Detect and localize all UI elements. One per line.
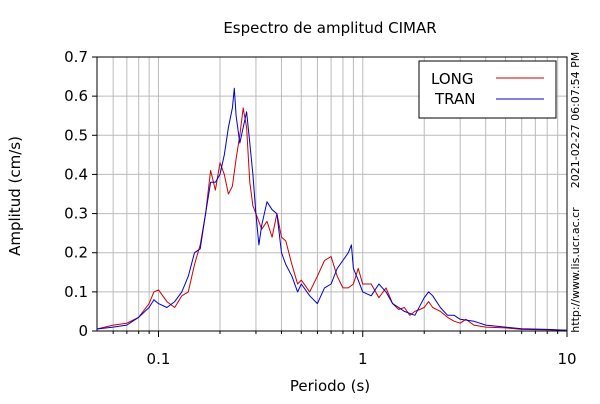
y-tick-label: 0.3: [64, 205, 88, 223]
y-tick-label: 0.1: [64, 283, 88, 301]
y-tick-label: 0.7: [64, 48, 88, 66]
legend-box: [418, 60, 557, 119]
axis-ticks: 0 0.1 0.2 0.3 0.4 0.5 0.6 0.7 0.1 1 10: [64, 48, 576, 368]
timestamp-label: 2021-02-27 06:07:54 PM: [569, 52, 582, 188]
x-axis-label: Periodo (s): [290, 377, 370, 395]
y-axis-label: Amplitud (cm/s): [6, 136, 24, 256]
y-tick-label: 0: [78, 322, 88, 340]
legend: LONG TRAN: [418, 60, 557, 119]
y-tick-label: 0.2: [64, 244, 88, 262]
y-tick-label: 0.5: [64, 126, 88, 144]
plot-frame: [96, 56, 568, 332]
x-tick-label: 10: [557, 350, 576, 368]
x-tick-label: 0.1: [147, 350, 171, 368]
series-layer: [96, 87, 568, 331]
url-label: http://www.lis.ucr.ac.cr: [569, 207, 582, 333]
legend-label-tran: TRAN: [434, 90, 475, 108]
legend-label-long: LONG: [431, 70, 473, 88]
y-tick-label: 0.4: [64, 165, 88, 183]
series-line-tran: [96, 87, 568, 331]
y-tick-label: 0.6: [64, 87, 88, 105]
x-tick-label: 1: [358, 350, 368, 368]
chart-title: Espectro de amplitud CIMAR: [223, 19, 436, 37]
series-line-long: [96, 107, 568, 331]
